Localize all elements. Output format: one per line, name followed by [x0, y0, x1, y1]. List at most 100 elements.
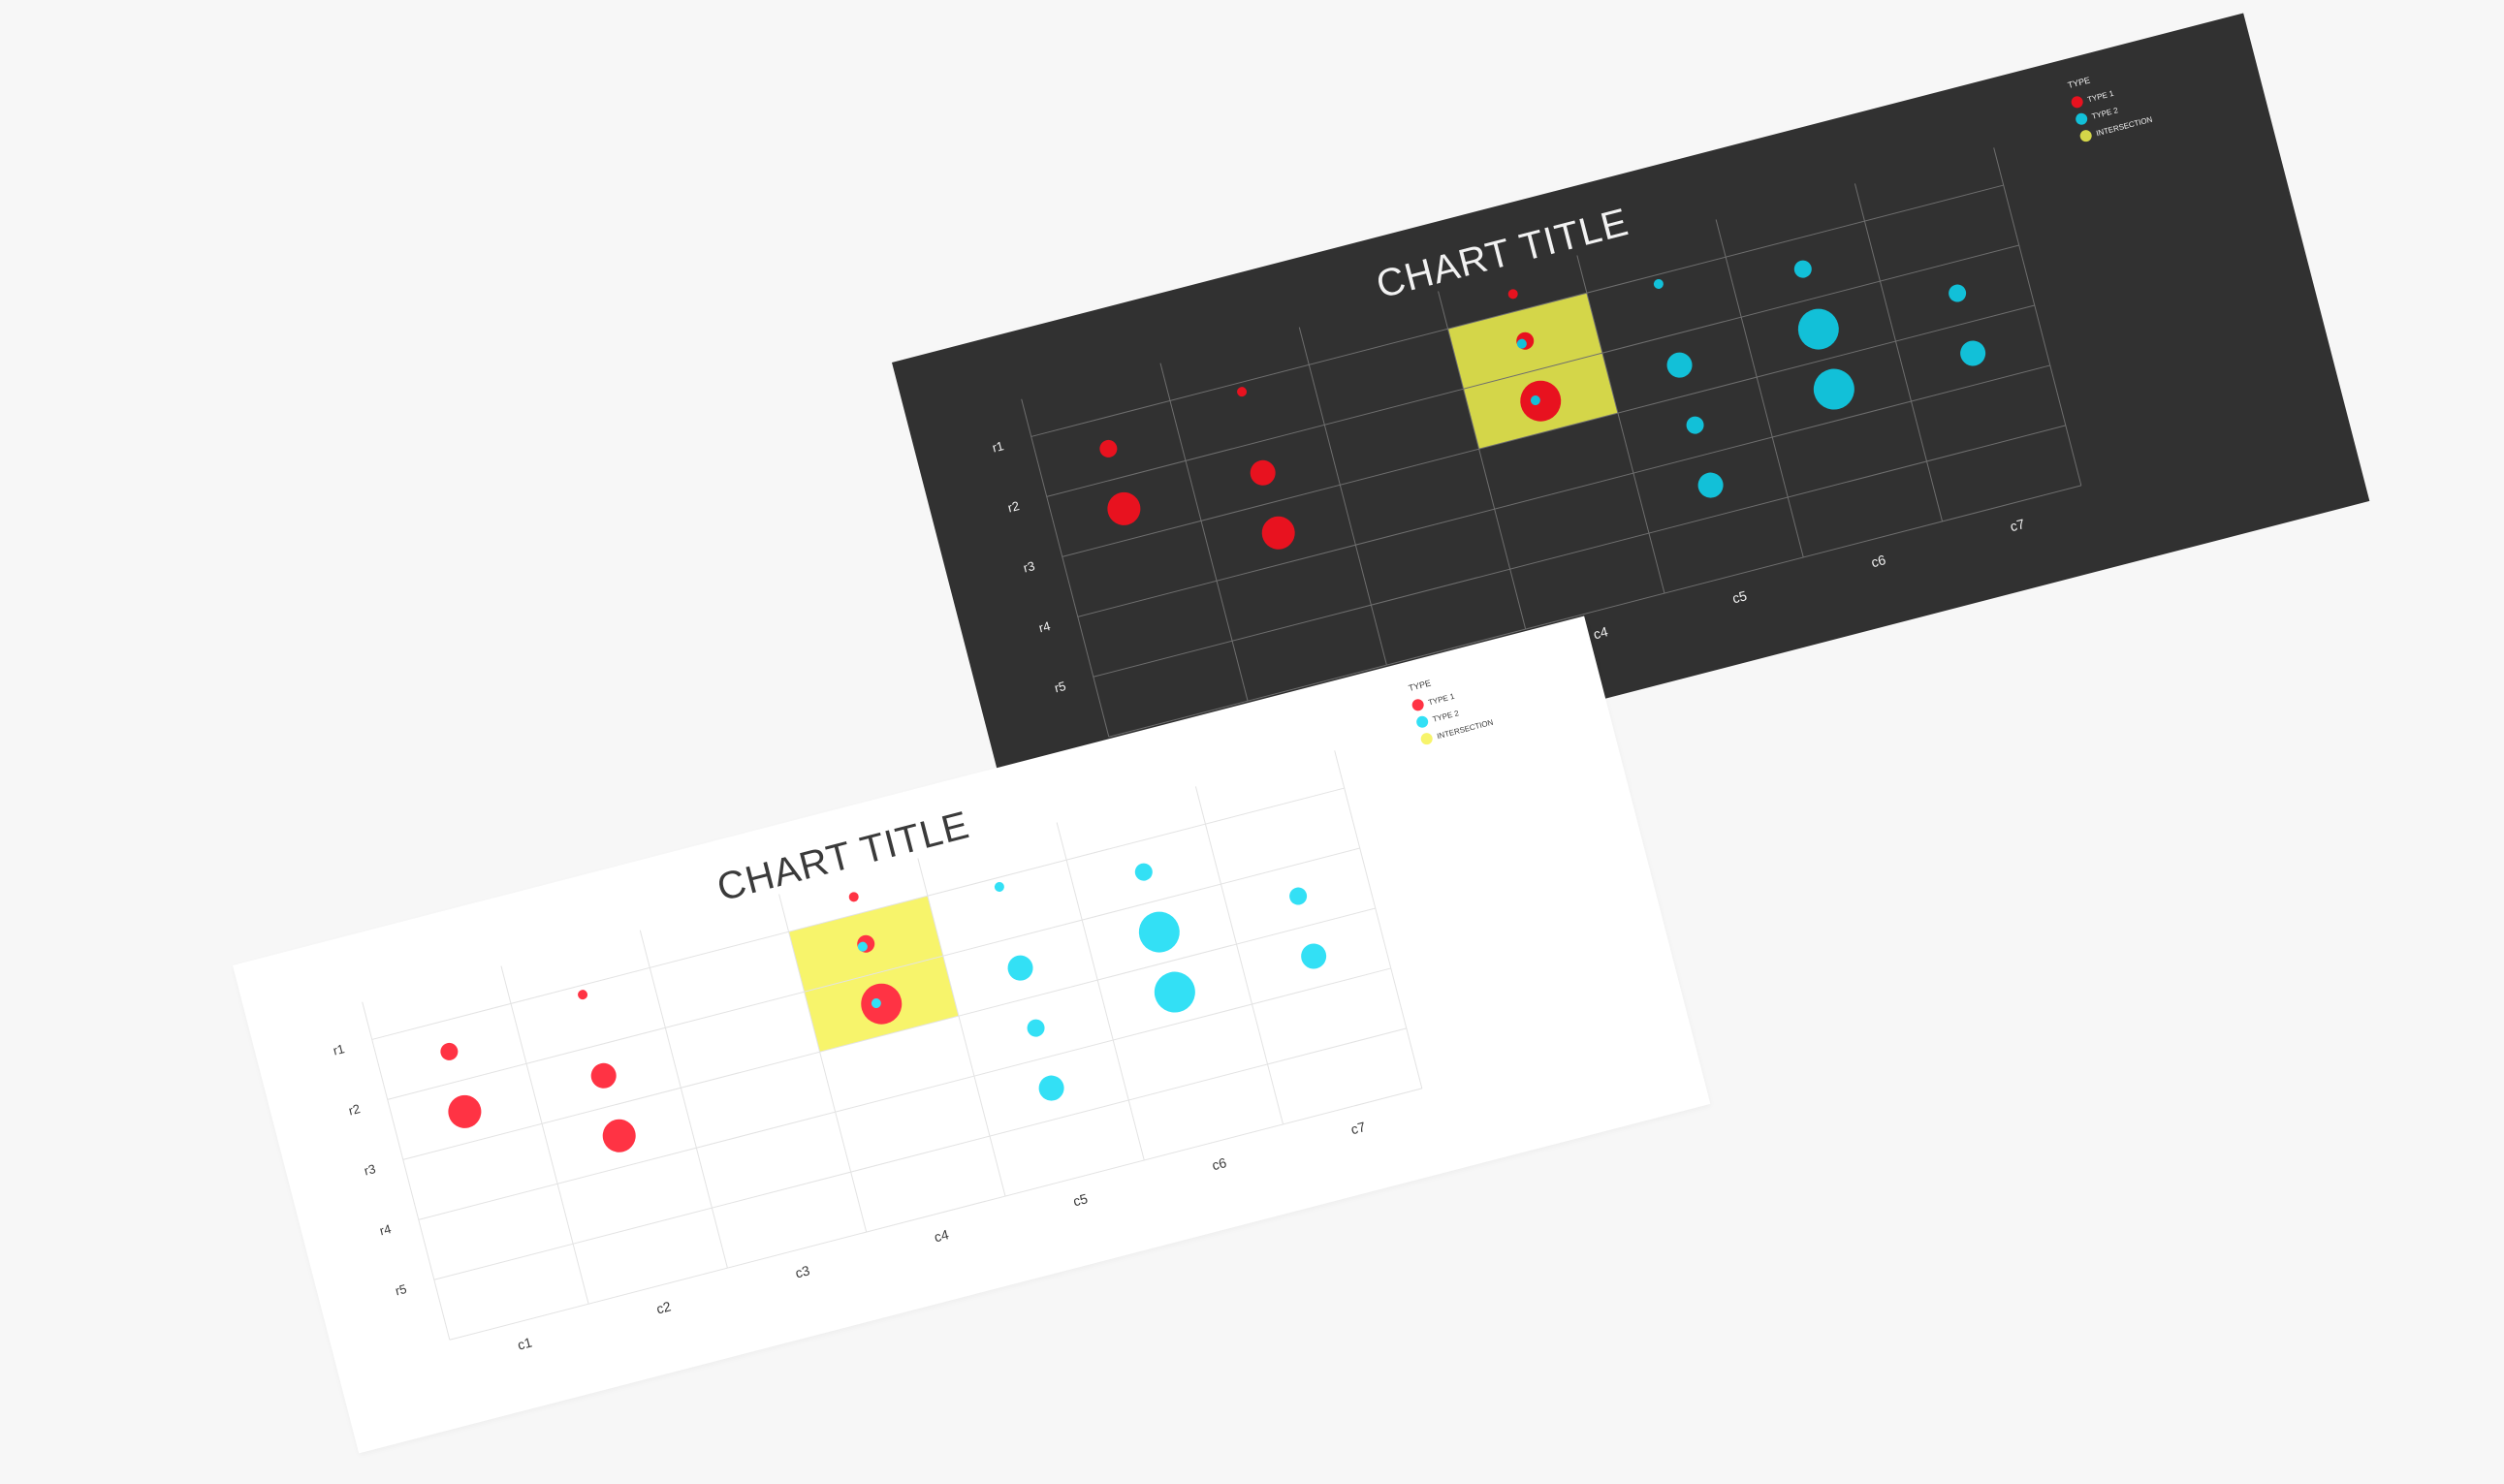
grid-line-horizontal	[449, 1088, 1422, 1341]
bubble-type2	[871, 998, 881, 1009]
grid-line-vertical	[1993, 147, 2082, 486]
legend-swatch-type1	[1411, 699, 1424, 711]
bubble-type1	[590, 1062, 617, 1089]
grid-line-horizontal	[1030, 184, 2004, 437]
column-label: c3	[794, 1262, 812, 1280]
row-label: r3	[363, 1161, 377, 1178]
grid-line-vertical	[1438, 291, 1527, 630]
row-label: r4	[378, 1221, 393, 1238]
grid-line-horizontal	[1077, 364, 2050, 617]
column-label: c4	[1592, 623, 1610, 642]
grid-line-vertical	[1194, 786, 1284, 1125]
grid-line-vertical	[1056, 822, 1145, 1161]
bubble-type2	[1007, 955, 1033, 981]
bubble-type1	[861, 983, 903, 1025]
bubble-type1	[1250, 459, 1276, 486]
row-label: r1	[332, 1041, 346, 1058]
bubble-type2	[1686, 416, 1704, 434]
grid-line-vertical	[1576, 255, 1665, 594]
column-label: c4	[933, 1226, 951, 1245]
chart-svg-dark: CHART TITLEr1r2r3r4r5c1c2c3c4c5c6c7TYPET…	[991, 75, 2153, 749]
column-label: c6	[1870, 552, 1888, 570]
grid-line-horizontal	[402, 907, 1376, 1160]
grid-line-horizontal	[433, 1027, 1407, 1280]
legend-title: TYPE	[1408, 678, 1432, 693]
bubble-type2	[1949, 284, 1967, 302]
column-label: c6	[1211, 1154, 1229, 1173]
chart-svg-light: CHART TITLEr1r2r3r4r5c1c2c3c4c5c6c7TYPET…	[332, 678, 1494, 1352]
row-label: r1	[991, 438, 1005, 455]
bubble-type1	[848, 892, 859, 902]
grid-line-vertical	[1334, 750, 1423, 1089]
chart-card-dark: CHART TITLEr1r2r3r4r5c1c2c3c4c5c6c7TYPET…	[892, 13, 2370, 851]
grid-line-vertical	[917, 858, 1006, 1197]
bubble-type2	[1516, 338, 1527, 349]
column-label: c7	[1349, 1119, 1368, 1137]
bubble-type2	[857, 941, 868, 952]
row-label: r5	[394, 1281, 408, 1298]
legend-title: TYPE	[2067, 75, 2091, 90]
grid-line-vertical	[778, 894, 868, 1233]
bubble-type2	[1138, 911, 1180, 953]
bubble-type2	[1793, 260, 1812, 278]
bubble-type2	[1697, 472, 1724, 498]
row-label: r4	[1037, 618, 1052, 635]
grid-line-vertical	[1854, 183, 1944, 522]
legend-swatch-intersection	[2079, 130, 2092, 142]
bubble-type2	[1666, 352, 1693, 378]
grid-line-vertical	[639, 930, 728, 1269]
bubble-type1	[1261, 516, 1295, 550]
bubble-type2	[1154, 971, 1195, 1013]
grid-line-vertical	[1298, 327, 1387, 666]
bubble-type1	[1520, 380, 1562, 422]
bubble-type2	[1027, 1019, 1045, 1037]
grid-line-horizontal	[387, 847, 1360, 1100]
bubble-type1	[448, 1094, 482, 1128]
legend-label: TYPE 1	[2086, 89, 2114, 105]
column-label: c5	[1071, 1190, 1090, 1209]
grid-line-horizontal	[418, 967, 1391, 1220]
bubble-type2	[1960, 340, 1986, 366]
legend-label: INTERSECTION	[2095, 115, 2153, 139]
column-label: c7	[2009, 516, 2027, 534]
legend-label: TYPE 2	[2091, 106, 2119, 121]
bubble-type2	[1813, 368, 1854, 410]
grid-line-vertical	[1021, 398, 1110, 738]
legend-swatch-type1	[2071, 96, 2083, 109]
legend-swatch-type2	[1416, 715, 1429, 728]
chart-card-light: CHART TITLE r1 r2 r3 r4 r5 c1 c2 c3 c4 c5 c6 c7 TYPE T…	[233, 616, 1711, 1454]
legend-label: TYPE 1	[1427, 692, 1455, 708]
column-label: c2	[654, 1298, 673, 1316]
bubble-type2	[1038, 1075, 1064, 1101]
bubble-type1	[1099, 439, 1118, 458]
bubble-type1	[440, 1042, 459, 1060]
bubble-type1	[1507, 289, 1518, 300]
grid-line-vertical	[362, 1001, 451, 1341]
legend-label: TYPE 2	[1432, 709, 1460, 724]
bubble-type2	[994, 881, 1004, 892]
bubble-type2	[1530, 395, 1540, 406]
grid-line-horizontal	[1093, 425, 2066, 678]
grid-line-horizontal	[371, 787, 1345, 1040]
column-label: c1	[516, 1334, 534, 1352]
column-label: c5	[1730, 587, 1749, 606]
grid-line-horizontal	[1046, 244, 2019, 497]
row-label: r5	[1053, 679, 1067, 695]
row-label: r2	[347, 1101, 362, 1118]
bubble-type2	[1797, 308, 1839, 350]
bubble-type2	[1653, 278, 1664, 289]
grid-line-vertical	[1715, 219, 1804, 558]
grid-line-vertical	[1159, 363, 1249, 702]
grid-line-horizontal	[1062, 304, 2035, 557]
legend-swatch-intersection	[1420, 733, 1433, 745]
bubble-type1	[1107, 491, 1141, 525]
bubble-type1	[602, 1119, 636, 1152]
bubble-type1	[578, 990, 588, 1000]
row-label: r3	[1022, 558, 1036, 575]
legend-swatch-type2	[2076, 112, 2088, 125]
grid-line-horizontal	[1108, 485, 2081, 738]
bubble-type1	[1237, 387, 1248, 397]
grid-line-vertical	[500, 965, 589, 1305]
legend-label: INTERSECTION	[1436, 718, 1494, 742]
bubble-type2	[1301, 943, 1327, 969]
